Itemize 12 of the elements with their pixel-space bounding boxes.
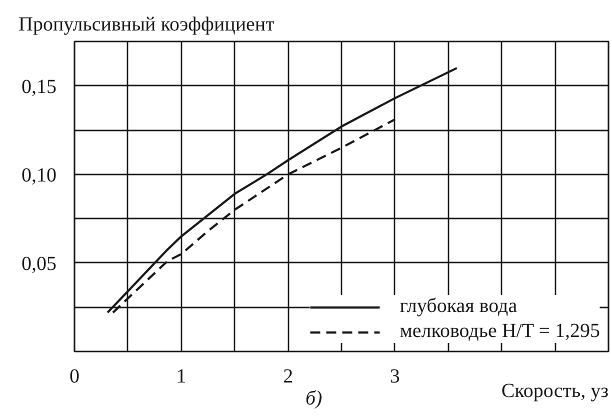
y-tick-label: 0,10 bbox=[22, 164, 56, 186]
y-tick-label: 0,15 bbox=[22, 76, 56, 98]
legend-label: мелководье H/T = 1,295 bbox=[400, 320, 600, 343]
x-tick-label: 3 bbox=[390, 366, 400, 388]
y-tick-label: 0,05 bbox=[22, 252, 56, 275]
x-tick-label: 0 bbox=[70, 366, 80, 388]
x-tick-label: 1 bbox=[176, 366, 186, 388]
x-axis-title: Скорость, уз bbox=[501, 380, 609, 402]
x-tick-label: 2 bbox=[283, 366, 294, 388]
legend-label: глубокая вода bbox=[400, 295, 518, 318]
y-axis-title: Пропульсивный коэффициент bbox=[18, 14, 275, 36]
text: б) bbox=[306, 388, 323, 410]
